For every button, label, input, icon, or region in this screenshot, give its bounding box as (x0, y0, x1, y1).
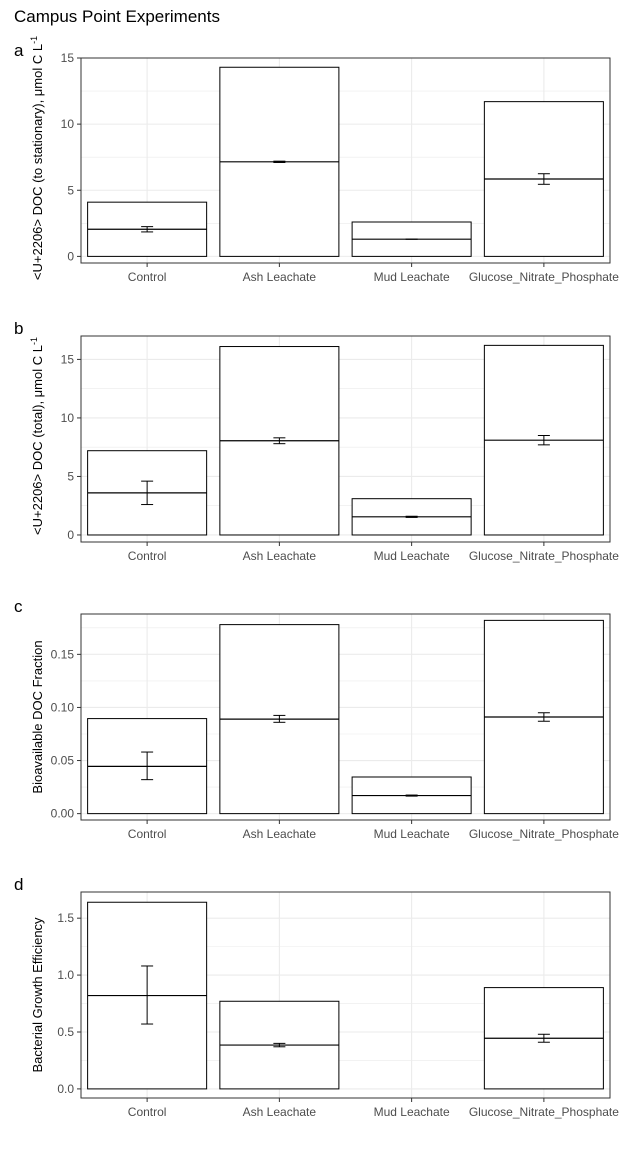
panel-tag: b (14, 319, 23, 338)
y-tick-label: 0 (67, 528, 74, 542)
x-tick-label: Glucose_Nitrate_Phosphate (469, 1105, 619, 1119)
y-tick-label: 15 (61, 51, 75, 65)
panel-d: d Bacterial Growth Efficiency 0.0 0.5 1.0 1… (14, 875, 619, 1119)
y-tick-label: 0.5 (57, 1025, 74, 1039)
y-tick-label: 0.15 (51, 647, 75, 661)
y-tick-label: 0.0 (57, 1082, 74, 1096)
plot-border (80, 613, 611, 821)
plot-border (80, 335, 611, 543)
x-tick-label: Mud Leachate (374, 827, 450, 841)
y-tick-label: 0.10 (51, 700, 75, 714)
x-tick-label: Control (128, 827, 167, 841)
panel-c: c Bioavailable DOC Fraction 0.00 0.05 0.10… (14, 597, 619, 841)
x-tick-label: Mud Leachate (374, 270, 450, 284)
x-tick-label: Ash Leachate (243, 270, 317, 284)
y-axis-label-main: <U+2206> DOC (to stationary), μmol C L (30, 44, 45, 280)
y-tick-label: 10 (61, 411, 75, 425)
panel-tag: d (14, 875, 23, 894)
y-tick-label: 1.5 (57, 911, 74, 925)
x-tick-label: Glucose_Nitrate_Phosphate (469, 827, 619, 841)
x-tick-label: Mud Leachate (374, 549, 450, 563)
panel-b: b <U+2206> DOC (total), μmol C L-1 0 5 10 1… (14, 319, 619, 563)
y-axis-label: Bioavailable DOC Fraction (30, 640, 45, 793)
y-tick-label: 0.05 (51, 754, 75, 768)
plot-border (80, 891, 611, 1099)
y-axis-label-main: Bioavailable DOC Fraction (30, 640, 45, 793)
x-tick-label: Ash Leachate (243, 827, 317, 841)
y-axis-label-main: Bacterial Growth Efficiency (30, 917, 45, 1073)
y-tick-label: 15 (61, 352, 75, 366)
y-axis-label-sup: -1 (29, 36, 39, 44)
figure-title: Campus Point Experiments (14, 7, 220, 26)
x-tick-label: Ash Leachate (243, 549, 317, 563)
y-tick-label: 10 (61, 117, 75, 131)
y-tick-label: 1.0 (57, 968, 74, 982)
panel-tag: c (14, 597, 23, 616)
x-tick-label: Control (128, 549, 167, 563)
y-tick-label: 0 (67, 249, 74, 263)
y-axis-label: Bacterial Growth Efficiency (30, 917, 45, 1073)
x-tick-label: Control (128, 1105, 167, 1119)
panel-tag: a (14, 41, 24, 60)
y-axis-label: <U+2206> DOC (to stationary), μmol C L-1 (29, 36, 45, 280)
y-tick-label: 5 (67, 183, 74, 197)
x-tick-label: Glucose_Nitrate_Phosphate (469, 549, 619, 563)
x-tick-label: Mud Leachate (374, 1105, 450, 1119)
panel-a: a <U+2206> DOC (to stationary), μmol C L… (14, 36, 619, 284)
x-tick-label: Control (128, 270, 167, 284)
y-axis-label-main: <U+2206> DOC (total), μmol C L (30, 345, 45, 535)
x-tick-label: Ash Leachate (243, 1105, 317, 1119)
y-tick-label: 5 (67, 469, 74, 483)
y-tick-label: 0.00 (51, 807, 75, 821)
plot-border (80, 57, 611, 264)
y-axis-label: <U+2206> DOC (total), μmol C L-1 (29, 337, 45, 535)
y-axis-label-sup: -1 (29, 337, 39, 345)
x-tick-label: Glucose_Nitrate_Phosphate (469, 270, 619, 284)
